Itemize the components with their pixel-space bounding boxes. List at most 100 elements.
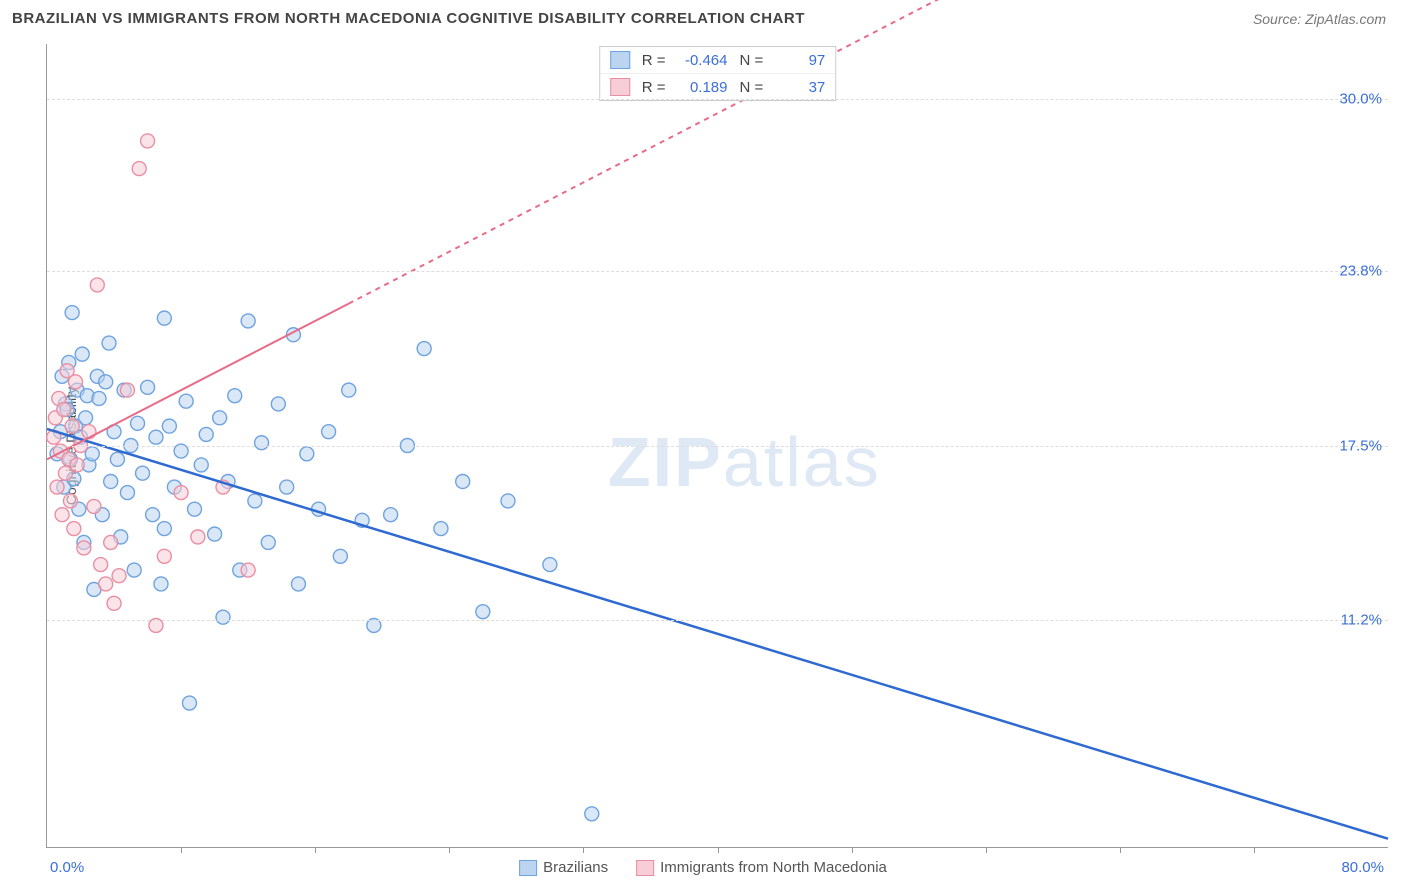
data-point — [132, 162, 146, 176]
x-tick-mark — [986, 847, 987, 853]
data-point — [213, 411, 227, 425]
data-point — [104, 475, 118, 489]
data-point — [63, 494, 77, 508]
data-point — [194, 458, 208, 472]
data-point — [79, 411, 93, 425]
x-tick-mark — [449, 847, 450, 853]
x-tick-mark — [1254, 847, 1255, 853]
data-point — [248, 494, 262, 508]
bottom-legend: Brazilians Immigrants from North Macedoni… — [519, 859, 887, 876]
data-point — [261, 535, 275, 549]
data-point — [141, 380, 155, 394]
data-point — [92, 391, 106, 405]
data-point — [174, 486, 188, 500]
x-tick-mark — [718, 847, 719, 853]
x-tick-mark — [1120, 847, 1121, 853]
x-axis-min-label: 0.0% — [50, 859, 84, 876]
stat-n-value: 97 — [775, 52, 825, 69]
stat-box: R =-0.464N =97R =0.189N =37 — [599, 46, 837, 101]
legend-item: Immigrants from North Macedonia — [636, 859, 887, 876]
data-point — [75, 347, 89, 361]
data-point — [182, 696, 196, 710]
data-point — [208, 527, 222, 541]
data-point — [241, 563, 255, 577]
data-point — [50, 480, 64, 494]
data-point — [146, 508, 160, 522]
data-point — [157, 549, 171, 563]
data-point — [271, 397, 285, 411]
data-point — [102, 336, 116, 350]
data-point — [141, 134, 155, 148]
data-point — [120, 383, 134, 397]
gridline — [47, 446, 1388, 447]
data-point — [104, 535, 118, 549]
data-point — [69, 375, 83, 389]
data-point — [280, 480, 294, 494]
x-tick-mark — [315, 847, 316, 853]
data-point — [417, 342, 431, 356]
data-point — [70, 458, 84, 472]
data-point — [107, 596, 121, 610]
x-axis-max-label: 80.0% — [1341, 859, 1384, 876]
legend-swatch — [610, 78, 630, 96]
data-point — [110, 452, 124, 466]
data-point — [300, 447, 314, 461]
data-point — [127, 563, 141, 577]
data-point — [434, 522, 448, 536]
data-point — [55, 508, 69, 522]
y-tick-label: 30.0% — [1339, 91, 1382, 108]
data-point — [228, 389, 242, 403]
x-tick-mark — [181, 847, 182, 853]
stat-row: R =0.189N =37 — [600, 73, 836, 100]
legend-swatch — [519, 860, 537, 876]
data-point — [456, 475, 470, 489]
legend-label: Brazilians — [543, 859, 608, 876]
data-point — [216, 610, 230, 624]
gridline — [47, 99, 1388, 100]
chart-title: BRAZILIAN VS IMMIGRANTS FROM NORTH MACED… — [12, 10, 805, 27]
data-point — [94, 558, 108, 572]
y-tick-label: 23.8% — [1339, 263, 1382, 280]
data-point — [476, 605, 490, 619]
legend-label: Immigrants from North Macedonia — [660, 859, 887, 876]
x-tick-mark — [583, 847, 584, 853]
stat-n-value: 37 — [775, 79, 825, 96]
stat-r-label: R = — [642, 79, 666, 96]
stat-r-value: 0.189 — [678, 79, 728, 96]
plot-area: ZIPatlas R =-0.464N =97R =0.189N =37 30.… — [46, 44, 1388, 848]
data-point — [87, 499, 101, 513]
data-point — [65, 306, 79, 320]
legend-item: Brazilians — [519, 859, 608, 876]
data-point — [99, 577, 113, 591]
data-point — [120, 486, 134, 500]
data-point — [342, 383, 356, 397]
data-point — [199, 427, 213, 441]
stat-row: R =-0.464N =97 — [600, 47, 836, 73]
y-tick-label: 11.2% — [1341, 611, 1382, 628]
data-point — [157, 522, 171, 536]
data-point — [543, 558, 557, 572]
data-point — [501, 494, 515, 508]
data-point — [333, 549, 347, 563]
data-point — [77, 541, 91, 555]
data-point — [90, 278, 104, 292]
data-point — [157, 311, 171, 325]
regression-line — [47, 429, 1388, 839]
data-point — [99, 375, 113, 389]
data-point — [136, 466, 150, 480]
data-point — [291, 577, 305, 591]
stat-n-label: N = — [740, 52, 764, 69]
regression-line-extrap — [349, 0, 1388, 304]
data-point — [112, 569, 126, 583]
data-point — [188, 502, 202, 516]
data-point — [149, 430, 163, 444]
data-point — [131, 416, 145, 430]
header: BRAZILIAN VS IMMIGRANTS FROM NORTH MACED… — [0, 0, 1406, 35]
data-point — [179, 394, 193, 408]
data-point — [255, 436, 269, 450]
data-point — [65, 419, 79, 433]
data-point — [241, 314, 255, 328]
data-point — [585, 807, 599, 821]
y-tick-label: 17.5% — [1339, 437, 1382, 454]
data-point — [384, 508, 398, 522]
